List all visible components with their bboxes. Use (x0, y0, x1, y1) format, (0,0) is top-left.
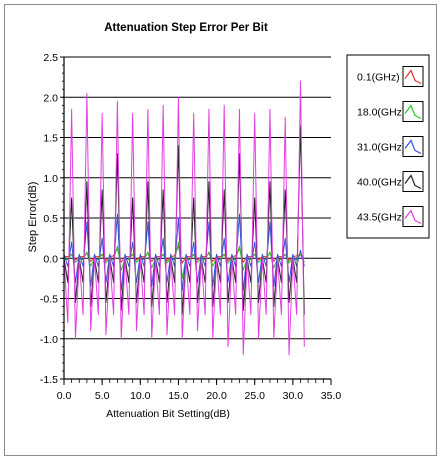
y-axis-label: Step Error(dB) (27, 182, 39, 253)
series-lines (63, 80, 305, 356)
legend: 0.1(GHz) 18.0(GHz) 31.0(GHz) 40.0(GHz) 43.5(… (346, 54, 430, 239)
x-tick-labels: 0.0 5.0 10.0 15.0 20.0 25.0 30.0 35.0 (57, 390, 342, 402)
chart-panel: Attenuation Step Error Per Bit 2.5 2.0 1.5… (4, 4, 437, 456)
x-axis-label: Attenuation Bit Setting(dB) (106, 408, 230, 420)
series-line-4 (63, 80, 305, 356)
legend-swatch-line (404, 209, 422, 225)
axes (60, 56, 332, 385)
legend-swatch-line (404, 104, 422, 120)
y-tick-label: 1.5 (43, 133, 58, 145)
legend-label: 31.0(GHz) (357, 142, 405, 154)
y-tick-label: -1.5 (40, 374, 58, 386)
legend-swatch-line (404, 69, 422, 85)
x-tick-label: 10.0 (130, 390, 151, 402)
x-tick-label: 5.0 (95, 390, 110, 402)
x-tick-label: 15.0 (168, 390, 189, 402)
legend-label: 18.0(GHz) (357, 107, 405, 119)
x-tick-label: 35.0 (321, 390, 342, 402)
x-tick-label: 25.0 (244, 390, 265, 402)
y-tick-label: -0.5 (40, 294, 58, 306)
legend-label: 0.1(GHz) (357, 72, 400, 84)
y-tick-label: 2.0 (43, 92, 58, 104)
x-tick-label: 30.0 (283, 390, 304, 402)
legend-swatch-line (404, 174, 422, 190)
legend-swatch-line (404, 139, 422, 155)
y-tick-label: 0.0 (43, 253, 58, 265)
x-tick-label: 0.0 (57, 390, 72, 402)
y-tick-label: 2.5 (43, 52, 58, 64)
x-tick-label: 20.0 (206, 390, 227, 402)
chart-title: Attenuation Step Error Per Bit (104, 22, 268, 34)
legend-label: 40.0(GHz) (357, 177, 405, 189)
step-error-chart: Attenuation Step Error Per Bit 2.5 2.0 1.5… (27, 22, 430, 420)
y-tick-label: 0.5 (43, 213, 58, 225)
y-tick-label: 1.0 (43, 173, 58, 185)
y-tick-labels: 2.5 2.0 1.5 1.0 0.5 0.0 -0.5 -1.0 -1.5 (40, 52, 58, 386)
legend-label: 43.5(GHz) (357, 212, 405, 224)
y-tick-label: -1.0 (40, 334, 58, 346)
